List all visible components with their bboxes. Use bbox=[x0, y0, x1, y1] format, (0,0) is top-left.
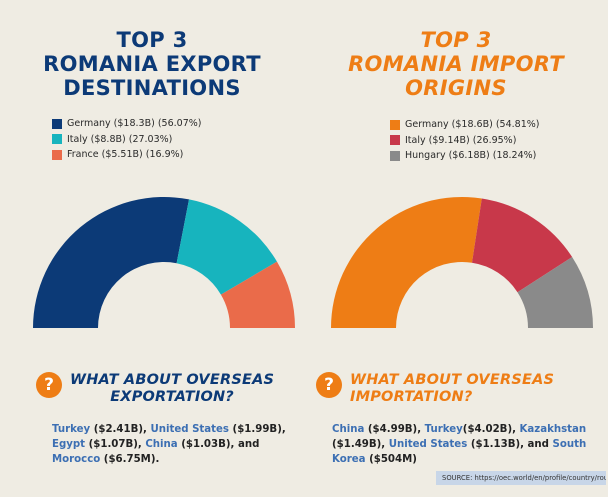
export-overseas-value: ($1.99B), bbox=[229, 424, 286, 435]
import-overseas-country: Kazakhstan bbox=[519, 424, 587, 435]
legend-label-france: France ($5.51B) (16.9%) bbox=[67, 149, 184, 160]
import-slice-italy bbox=[471, 198, 573, 293]
export-overseas-value: ($6.75M). bbox=[100, 454, 160, 465]
export-title: TOP 3 ROMANIA EXPORT DESTINATIONS bbox=[0, 28, 304, 100]
source-note: SOURCE: https://oec.world/en/profile/cou… bbox=[436, 471, 606, 485]
export-question-heading: WHAT ABOUT OVERSEAS EXPORTATION? bbox=[70, 372, 274, 406]
export-overseas-country: Turkey bbox=[52, 424, 91, 435]
export-overseas-country: China bbox=[145, 439, 178, 450]
export-title-line-3: DESTINATIONS bbox=[63, 76, 241, 100]
import-title-line-2: ROMANIA IMPORT bbox=[348, 52, 564, 76]
export-slice-france bbox=[220, 261, 295, 328]
legend-item-germany: Germany ($18.3B) (56.07%) bbox=[52, 116, 201, 131]
import-overseas-text: China ($4.99B), Turkey($4.02B), Kazakhst… bbox=[332, 422, 604, 467]
legend-item-hungary: Hungary ($6.18B) (18.24%) bbox=[390, 148, 536, 163]
export-overseas-country: Egypt bbox=[52, 439, 86, 450]
import-overseas-country: Turkey bbox=[424, 424, 463, 435]
import-question: ? WHAT ABOUT OVERSEAS IMPORTATION? bbox=[316, 372, 601, 406]
import-overseas-value: ($4.02B), bbox=[462, 424, 520, 435]
import-overseas-value: ($4.99B), bbox=[364, 424, 425, 435]
legend-item-italy: Italy ($9.14B) (26.95%) bbox=[390, 133, 516, 148]
legend-item-germany: Germany ($18.6B) (54.81%) bbox=[390, 117, 539, 132]
import-overseas-value: ($1.49B), bbox=[332, 439, 389, 450]
import-question-line-1: WHAT ABOUT OVERSEAS bbox=[350, 372, 555, 388]
export-question-line-2: EXPORTATION? bbox=[110, 389, 234, 405]
legend-item-italy: Italy ($8.8B) (27.03%) bbox=[52, 132, 172, 147]
export-slice-italy bbox=[176, 199, 277, 295]
import-overseas-value: ($1.13B), and bbox=[467, 439, 553, 450]
import-slice-hungary bbox=[517, 257, 593, 328]
export-overseas-text: Turkey ($2.41B), United States ($1.99B),… bbox=[52, 422, 300, 467]
legend-swatch-italy bbox=[390, 135, 400, 145]
legend-swatch-italy bbox=[52, 134, 62, 144]
export-legend: Germany ($18.3B) (56.07%) Italy ($8.8B) … bbox=[52, 116, 302, 163]
export-overseas-value: ($2.41B), bbox=[90, 424, 151, 435]
export-question-line-1: WHAT ABOUT OVERSEAS bbox=[70, 372, 275, 388]
import-title-line-3: ORIGINS bbox=[405, 76, 507, 100]
import-donut-chart bbox=[331, 197, 593, 328]
legend-item-france: France ($5.51B) (16.9%) bbox=[52, 147, 183, 162]
import-overseas-country: South Korea bbox=[332, 439, 587, 465]
import-panel: TOP 3 ROMANIA IMPORT ORIGINS Germany ($1… bbox=[304, 0, 608, 497]
legend-label-hungary: Hungary ($6.18B) (18.24%) bbox=[405, 150, 537, 161]
legend-swatch-france bbox=[52, 149, 62, 160]
legend-label-germany: Germany ($18.6B) (54.81%) bbox=[405, 119, 540, 130]
export-panel: TOP 3 ROMANIA EXPORT DESTINATIONS German… bbox=[0, 28, 304, 467]
legend-label-italy: Italy ($8.8B) (27.03%) bbox=[67, 133, 173, 145]
export-overseas-value: ($1.03B), and bbox=[177, 439, 260, 450]
import-overseas-country: United States bbox=[388, 439, 468, 450]
export-overseas-country: United States bbox=[150, 424, 229, 435]
question-mark-icon: ? bbox=[36, 372, 62, 398]
legend-swatch-germany bbox=[52, 118, 62, 129]
export-donut-chart bbox=[33, 196, 295, 328]
import-slice-germany bbox=[331, 197, 482, 328]
legend-label-germany: Germany ($18.3B) (56.07%) bbox=[67, 118, 202, 129]
export-overseas-value: ($1.07B), bbox=[85, 439, 146, 450]
legend-label-italy: Italy ($9.14B) (26.95%) bbox=[405, 134, 517, 146]
import-title-line-1: TOP 3 bbox=[420, 28, 492, 52]
export-title-line-1: TOP 3 bbox=[116, 28, 188, 52]
import-overseas-value: ($504M) bbox=[365, 454, 417, 465]
export-slice-germany bbox=[33, 196, 190, 328]
import-legend: Germany ($18.6B) (54.81%) Italy ($9.14B)… bbox=[390, 117, 600, 164]
question-mark-icon: ? bbox=[316, 372, 342, 398]
import-question-heading: WHAT ABOUT OVERSEAS IMPORTATION? bbox=[350, 372, 554, 406]
legend-swatch-hungary bbox=[390, 150, 400, 161]
import-overseas-country: China bbox=[332, 424, 365, 435]
export-title-line-2: ROMANIA EXPORT bbox=[43, 52, 261, 76]
import-question-line-2: IMPORTATION? bbox=[350, 389, 473, 405]
legend-swatch-germany bbox=[390, 119, 400, 130]
export-overseas-country: Morocco bbox=[52, 454, 101, 465]
import-title: TOP 3 ROMANIA IMPORT ORIGINS bbox=[304, 28, 608, 100]
export-question: ? WHAT ABOUT OVERSEAS EXPORTATION? bbox=[36, 372, 296, 406]
